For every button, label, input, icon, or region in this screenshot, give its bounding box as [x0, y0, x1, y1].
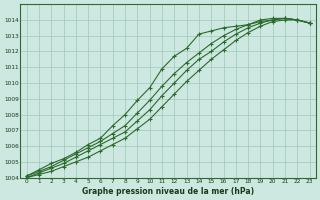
X-axis label: Graphe pression niveau de la mer (hPa): Graphe pression niveau de la mer (hPa): [82, 187, 254, 196]
